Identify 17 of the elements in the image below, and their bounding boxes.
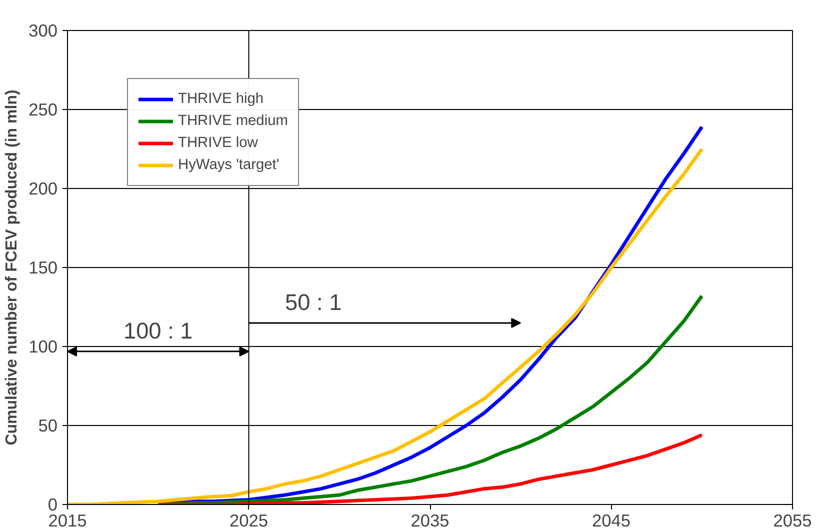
x-tick-label: 2045: [592, 510, 631, 529]
x-tick-label: 2035: [410, 510, 450, 529]
annotation: 50 : 1: [285, 288, 342, 315]
x-tick-label: 2055: [773, 510, 812, 529]
x-tick-label: 2025: [229, 510, 268, 529]
legend-label: THRIVE low: [178, 135, 258, 151]
y-tick-label: 50: [38, 416, 58, 436]
y-tick-label: 150: [28, 258, 58, 278]
legend-label: HyWays 'target': [178, 157, 280, 173]
y-axis-title: Cumulative number of FCEV produced (in mln): [4, 90, 21, 446]
annotation: 100 : 1: [123, 317, 193, 344]
y-tick-label: 100: [28, 336, 58, 356]
y-tick-label: 300: [28, 20, 58, 40]
y-tick-label: 200: [28, 178, 58, 198]
legend-label: THRIVE medium: [178, 113, 288, 129]
legend-label: THRIVE high: [178, 91, 264, 107]
y-tick-label: 250: [28, 100, 58, 120]
